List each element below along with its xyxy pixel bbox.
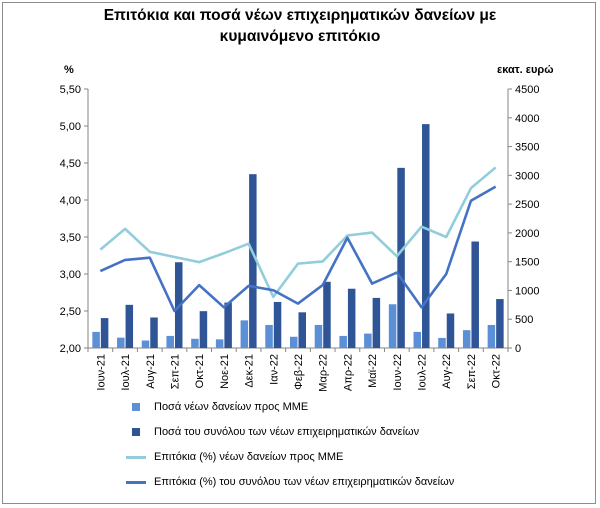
legend-swatch — [126, 456, 146, 459]
bar-total — [199, 311, 208, 348]
left-tick-label: 5,00 — [60, 121, 81, 133]
bar-sme — [191, 338, 199, 348]
bar-total — [347, 288, 356, 348]
bar-sme — [388, 304, 397, 348]
right-tick-label: 3500 — [515, 142, 539, 154]
bar-total — [224, 302, 232, 348]
legend-label: Επιτόκια (%) του συνόλου των νέων επιχει… — [154, 476, 455, 488]
x-tick-label: Ιουν-21 — [95, 354, 107, 391]
x-tick-label: Σεπ-21 — [169, 354, 181, 389]
bar-sme — [413, 331, 422, 348]
bar-sme — [339, 335, 347, 348]
right-tick-label: 3000 — [515, 170, 539, 182]
bar-sme — [166, 335, 174, 348]
x-tick-label: Αυγ-21 — [145, 354, 157, 389]
right-tick-label: 2000 — [515, 228, 539, 240]
legend-swatch — [132, 403, 140, 411]
right-tick-label: 500 — [515, 314, 533, 326]
left-tick-label: 4,00 — [60, 195, 81, 207]
left-axis-unit: % — [64, 64, 74, 76]
bar-sme — [215, 339, 224, 348]
right-tick-label: 1500 — [515, 257, 539, 269]
left-tick-label: 2,50 — [60, 306, 81, 318]
bar-sme — [438, 337, 446, 348]
bar-sme — [364, 333, 372, 348]
chart-frame — [2, 2, 596, 504]
right-tick-label: 2500 — [515, 199, 539, 211]
bar-total — [323, 281, 331, 348]
legend-label: Ποσά νέων δανείων προς ΜΜΕ — [154, 401, 309, 413]
right-axis-unit: εκατ. ευρώ — [497, 64, 554, 76]
right-tick-label: 0 — [515, 343, 521, 355]
x-tick-label: Ιαν-22 — [268, 354, 280, 385]
bar-total — [422, 124, 430, 348]
bar-total — [100, 318, 109, 348]
x-tick-label: Απρ-22 — [342, 354, 354, 391]
bar-sme — [117, 337, 125, 348]
x-tick-label: Ιουλ-22 — [417, 354, 429, 391]
x-tick-label: Φεβ-22 — [293, 354, 305, 390]
x-tick-label: Σεπ-22 — [466, 354, 478, 389]
bar-sme — [240, 320, 249, 348]
left-tick-label: 3,50 — [60, 232, 81, 244]
x-tick-label: Δεκ-21 — [244, 354, 256, 388]
chart-title: Επιτόκια και ποσά νέων επιχειρηματικών δ… — [103, 7, 497, 45]
bar-total — [273, 301, 282, 348]
x-tick-label: Ιουν-22 — [392, 354, 404, 391]
right-tick-label: 4000 — [515, 113, 539, 125]
bar-sme — [265, 324, 273, 348]
legend-label: Ποσά του συνόλου των νέων επιχειρηματικώ… — [154, 426, 420, 438]
bar-total — [249, 174, 257, 348]
bar-total — [446, 313, 455, 348]
x-tick-label: Αυγ-22 — [441, 354, 453, 389]
x-tick-label: Οκτ-21 — [194, 354, 206, 388]
legend-label: Επιτόκια (%) νέων δανείων προς ΜΜΕ — [154, 451, 344, 463]
right-tick-label: 1000 — [515, 285, 539, 297]
bar-total — [471, 241, 479, 348]
bar-sme — [141, 340, 150, 348]
line-total-rate — [99, 185, 497, 313]
left-tick-label: 2,00 — [60, 343, 81, 355]
legend-swatch — [126, 481, 146, 484]
left-tick-label: 5,50 — [60, 84, 81, 96]
bar-sme — [92, 331, 100, 348]
x-tick-label: Μαρ-22 — [318, 354, 330, 392]
legend-swatch — [132, 428, 140, 436]
bar-sme — [290, 336, 298, 348]
bar-total — [150, 317, 158, 348]
x-tick-label: Μαϊ-22 — [367, 354, 379, 388]
bar-total — [298, 312, 306, 348]
bar-total — [372, 297, 381, 348]
x-tick-label: Οκτ-22 — [491, 354, 503, 388]
bar-total — [397, 167, 405, 348]
bar-total — [125, 304, 134, 348]
bar-sme — [487, 324, 496, 348]
line-sme-rate — [99, 166, 497, 299]
left-tick-label: 3,00 — [60, 269, 81, 281]
x-tick-label: Νοε-21 — [219, 354, 231, 389]
left-tick-label: 4,50 — [60, 158, 81, 170]
bar-sme — [462, 330, 471, 348]
bar-sme — [314, 324, 323, 348]
x-tick-label: Ιουλ-21 — [120, 354, 132, 391]
right-tick-label: 4500 — [515, 84, 539, 96]
bar-total — [496, 299, 504, 348]
